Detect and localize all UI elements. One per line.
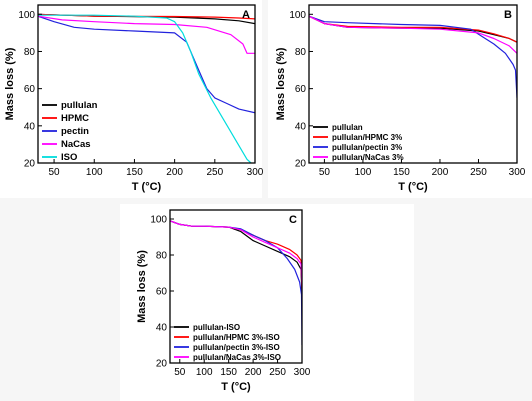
y-axis-label: Mass loss (%) xyxy=(136,250,148,323)
y-tick-label: 40 xyxy=(24,121,36,132)
chart-panel-b: 50 100 150 200 250 300 20 40 60 80 100 B T (°C) Mass … xyxy=(268,0,532,198)
y-axis-label: Mass loss (%) xyxy=(275,47,287,120)
x-tick-label: 150 xyxy=(220,367,237,378)
x-tick-label: 250 xyxy=(470,167,487,178)
legend-label: NaCas xyxy=(61,139,91,150)
y-tick-label: 60 xyxy=(24,84,36,95)
y-tick-label: 100 xyxy=(289,10,306,21)
legend-label: pullulan/HPMC 3% xyxy=(332,133,402,142)
x-axis-label: T (°C) xyxy=(398,181,428,193)
y-tick-label: 20 xyxy=(24,159,36,170)
panel-letter: B xyxy=(504,9,512,21)
x-tick-label: 300 xyxy=(247,167,264,178)
x-tick-label: 100 xyxy=(196,367,213,378)
x-tick-label: 200 xyxy=(245,367,262,378)
series-group xyxy=(38,13,255,163)
legend-label: pullulan/NaCas 3% xyxy=(332,153,404,162)
y-tick-label: 80 xyxy=(24,47,36,58)
x-tick-label: 250 xyxy=(269,367,286,378)
legend-label: pullulan-ISO xyxy=(193,323,240,332)
y-tick-label: 100 xyxy=(150,215,167,226)
x-tick-label: 100 xyxy=(86,167,103,178)
x-axis-label: T (°C) xyxy=(132,181,162,193)
x-tick-label: 150 xyxy=(126,167,143,178)
panel-letter: C xyxy=(289,214,297,226)
legend: pullulan HPMC pectin NaCas ISO xyxy=(42,100,98,163)
series-line-pullulan-nacas-3- xyxy=(309,15,517,54)
legend-label: pullulan/NaCas 3%-ISO xyxy=(193,353,281,362)
y-tick-label: 60 xyxy=(156,287,168,298)
series-line-nacas xyxy=(38,15,255,54)
x-tick-label: 150 xyxy=(393,167,410,178)
legend-label: pullulan xyxy=(332,123,363,132)
x-tick-label: 50 xyxy=(49,167,61,178)
x-tick-label: 250 xyxy=(206,167,223,178)
x-tick-label: 300 xyxy=(509,167,526,178)
y-tick-label: 20 xyxy=(295,159,307,170)
x-tick-label: 300 xyxy=(294,367,311,378)
y-tick-label: 20 xyxy=(156,359,168,370)
legend-label: pullulan/pectin 3%-ISO xyxy=(193,343,280,352)
plot-frame xyxy=(308,4,518,164)
y-tick-label: 80 xyxy=(295,47,307,58)
series-line-hpmc xyxy=(38,13,255,20)
y-tick-label: 40 xyxy=(295,121,307,132)
x-tick-label: 200 xyxy=(432,167,449,178)
y-tick-label: 40 xyxy=(156,323,168,334)
legend-label: pullulan/pectin 3% xyxy=(332,143,402,152)
legend-label: pullulan/HPMC 3%-ISO xyxy=(193,333,280,342)
legend-label: ISO xyxy=(61,152,77,163)
x-tick-label: 50 xyxy=(319,167,331,178)
y-tick-label: 80 xyxy=(156,251,168,262)
legend-label: pullulan xyxy=(61,100,98,111)
series-line-iso xyxy=(38,14,252,163)
chart-panel-a: 50 100 150 200 250 300 20 40 60 80 100 A T (°C) Mass … xyxy=(0,0,264,198)
y-tick-label: 100 xyxy=(18,10,35,21)
plot-frame xyxy=(169,209,303,364)
x-axis-label: T (°C) xyxy=(221,381,251,393)
panel-background xyxy=(120,204,414,401)
series-group xyxy=(309,15,517,98)
y-axis-label: Mass loss (%) xyxy=(4,47,16,120)
x-tick-label: 200 xyxy=(166,167,183,178)
y-tick-label: 60 xyxy=(295,84,307,95)
series-group xyxy=(170,220,302,346)
x-tick-label: 50 xyxy=(174,367,186,378)
series-line-pullulan-nacas-3-iso xyxy=(170,220,302,288)
panel-letter: A xyxy=(242,9,250,21)
plot-frame xyxy=(37,4,256,164)
chart-panel-c: 50 100 150 200 250 300 20 40 60 80 100 C T (°C) Mass … xyxy=(120,204,414,401)
x-tick-label: 100 xyxy=(355,167,372,178)
legend-label: pectin xyxy=(61,126,89,137)
legend-label: HPMC xyxy=(61,113,89,124)
